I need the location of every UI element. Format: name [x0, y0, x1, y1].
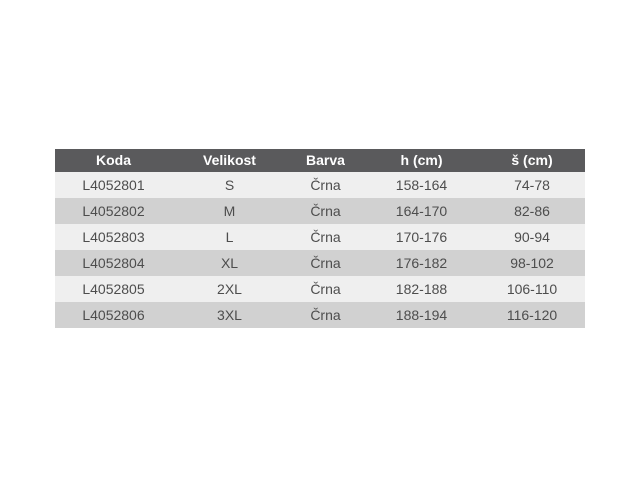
cell-s-cm: 106-110: [479, 276, 585, 302]
cell-barva: Črna: [287, 224, 364, 250]
cell-barva: Črna: [287, 302, 364, 328]
table-row: L4052806 3XL Črna 188-194 116-120: [55, 302, 585, 328]
cell-velikost: S: [172, 172, 287, 198]
cell-h-cm: 164-170: [364, 198, 479, 224]
cell-s-cm: 90-94: [479, 224, 585, 250]
cell-koda: L4052803: [55, 224, 172, 250]
column-header-koda: Koda: [55, 149, 172, 172]
cell-s-cm: 82-86: [479, 198, 585, 224]
cell-koda: L4052804: [55, 250, 172, 276]
size-table-body: L4052801 S Črna 158-164 74-78 L4052802 M…: [55, 172, 585, 328]
cell-s-cm: 98-102: [479, 250, 585, 276]
cell-velikost: 2XL: [172, 276, 287, 302]
size-table-container: Koda Velikost Barva h (cm) š (cm) L40528…: [55, 149, 585, 328]
cell-velikost: XL: [172, 250, 287, 276]
cell-barva: Črna: [287, 250, 364, 276]
cell-h-cm: 176-182: [364, 250, 479, 276]
table-row: L4052805 2XL Črna 182-188 106-110: [55, 276, 585, 302]
size-table-header: Koda Velikost Barva h (cm) š (cm): [55, 149, 585, 172]
cell-h-cm: 188-194: [364, 302, 479, 328]
column-header-s-cm: š (cm): [479, 149, 585, 172]
cell-h-cm: 158-164: [364, 172, 479, 198]
column-header-h-cm: h (cm): [364, 149, 479, 172]
cell-barva: Črna: [287, 276, 364, 302]
table-row: L4052804 XL Črna 176-182 98-102: [55, 250, 585, 276]
cell-h-cm: 182-188: [364, 276, 479, 302]
cell-h-cm: 170-176: [364, 224, 479, 250]
cell-koda: L4052801: [55, 172, 172, 198]
header-row: Koda Velikost Barva h (cm) š (cm): [55, 149, 585, 172]
cell-velikost: 3XL: [172, 302, 287, 328]
column-header-velikost: Velikost: [172, 149, 287, 172]
cell-s-cm: 74-78: [479, 172, 585, 198]
cell-koda: L4052806: [55, 302, 172, 328]
cell-koda: L4052805: [55, 276, 172, 302]
size-table: Koda Velikost Barva h (cm) š (cm) L40528…: [55, 149, 585, 328]
cell-velikost: L: [172, 224, 287, 250]
cell-koda: L4052802: [55, 198, 172, 224]
cell-barva: Črna: [287, 198, 364, 224]
table-row: L4052801 S Črna 158-164 74-78: [55, 172, 585, 198]
table-row: L4052803 L Črna 170-176 90-94: [55, 224, 585, 250]
cell-s-cm: 116-120: [479, 302, 585, 328]
cell-barva: Črna: [287, 172, 364, 198]
column-header-barva: Barva: [287, 149, 364, 172]
table-row: L4052802 M Črna 164-170 82-86: [55, 198, 585, 224]
cell-velikost: M: [172, 198, 287, 224]
